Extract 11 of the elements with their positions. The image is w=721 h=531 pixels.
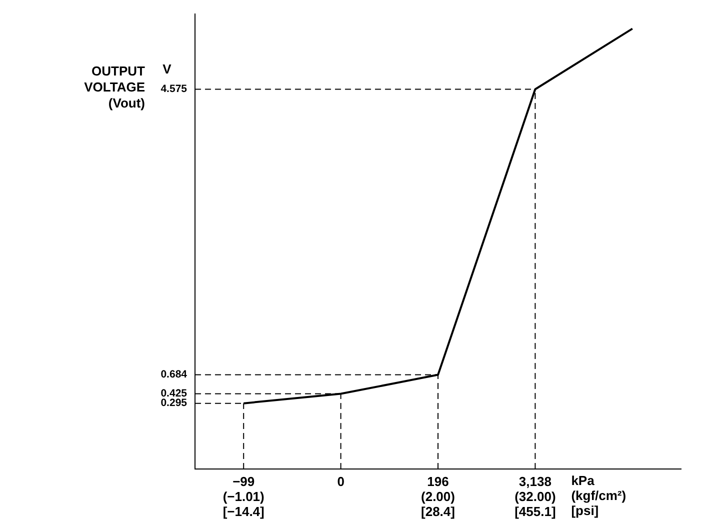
x-tick-label: −99 (−1.01) [−14.4] [222,474,264,519]
y-tick-label: 0.684 [160,368,188,381]
text: V [162,61,172,76]
x-axis-title: kPa (kgf/cm²) [psi] [571,473,626,518]
x-tick-label: 3,138 (32.00) [455.1] [514,474,556,519]
x-tick-label: 0 [337,474,344,490]
y-axis-title: OUTPUT VOLTAGE (Vout) [84,63,146,110]
y-tick-label: 0.425 [160,388,188,400]
y-tick-label: 0.295 [160,397,188,410]
x-tick-label: 196 (2.00) [28.4] [421,474,455,519]
y-tick-label: 4.575 [160,83,188,96]
